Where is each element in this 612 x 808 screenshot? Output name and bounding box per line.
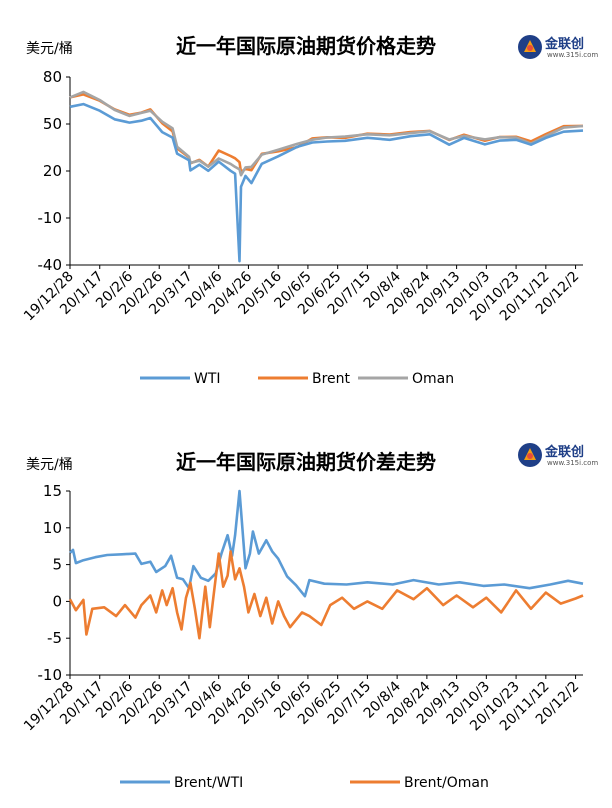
brand-logo-name: 金联创 xyxy=(545,445,585,460)
brand-logo-icon xyxy=(518,443,542,467)
legend-label: Brent xyxy=(312,371,351,387)
y-tick-label: -10 xyxy=(38,666,63,684)
brand-logo-icon xyxy=(518,35,542,59)
price-chart-title: 近一年国际原油期货价格走势 xyxy=(176,34,436,58)
legend-label: WTI xyxy=(194,371,221,387)
spread-chart-title: 近一年国际原油期货价差走势 xyxy=(176,450,436,474)
y-tick-label: 15 xyxy=(43,482,62,500)
brand-logo-url: www.315i.com xyxy=(547,51,599,59)
series-line-oman xyxy=(69,90,584,177)
y-tick-label: -40 xyxy=(38,256,63,274)
y-tick-label: -10 xyxy=(38,209,63,227)
brand-logo: 金联创 www.315i.com xyxy=(515,30,603,70)
y-tick-label: 0 xyxy=(52,592,62,610)
price-chart-y-unit: 美元/桶 xyxy=(26,41,73,57)
y-tick-label: 50 xyxy=(43,115,62,133)
brand-logo: 金联创 www.315i.com xyxy=(515,438,603,478)
brand-logo-name: 金联创 xyxy=(545,37,585,52)
price-chart-svg: -40-1020508019/12/2820/1/1720/2/620/2/26… xyxy=(21,68,584,387)
series-line-brent-wti xyxy=(69,489,584,598)
spread-chart-panel: 近一年国际原油期货价差走势 美元/桶 金联创 www.315i.com -10 -… xyxy=(0,404,612,808)
series-line-brent xyxy=(69,93,584,174)
series-line-wti xyxy=(69,102,584,263)
spread-chart-svg: -10-505101519/12/2820/1/1720/2/620/2/262… xyxy=(21,482,584,791)
y-tick-label: 10 xyxy=(43,519,62,537)
price-chart-panel: 近一年国际原油期货价格走势 美元/桶 金联创 www.315i.com -40 -… xyxy=(21,30,603,387)
spread-chart-y-unit: 美元/桶 xyxy=(26,457,73,473)
brand-logo-url: www.315i.com xyxy=(547,459,599,467)
y-tick-label: 5 xyxy=(52,556,62,574)
series-line-brent-oman xyxy=(68,550,584,640)
legend-label: Brent/Oman xyxy=(404,775,489,791)
legend-label: Oman xyxy=(412,371,454,387)
y-tick-label: -5 xyxy=(47,629,62,647)
y-tick-label: 80 xyxy=(43,68,62,86)
y-tick-label: 20 xyxy=(43,162,62,180)
legend-label: Brent/WTI xyxy=(174,775,243,791)
